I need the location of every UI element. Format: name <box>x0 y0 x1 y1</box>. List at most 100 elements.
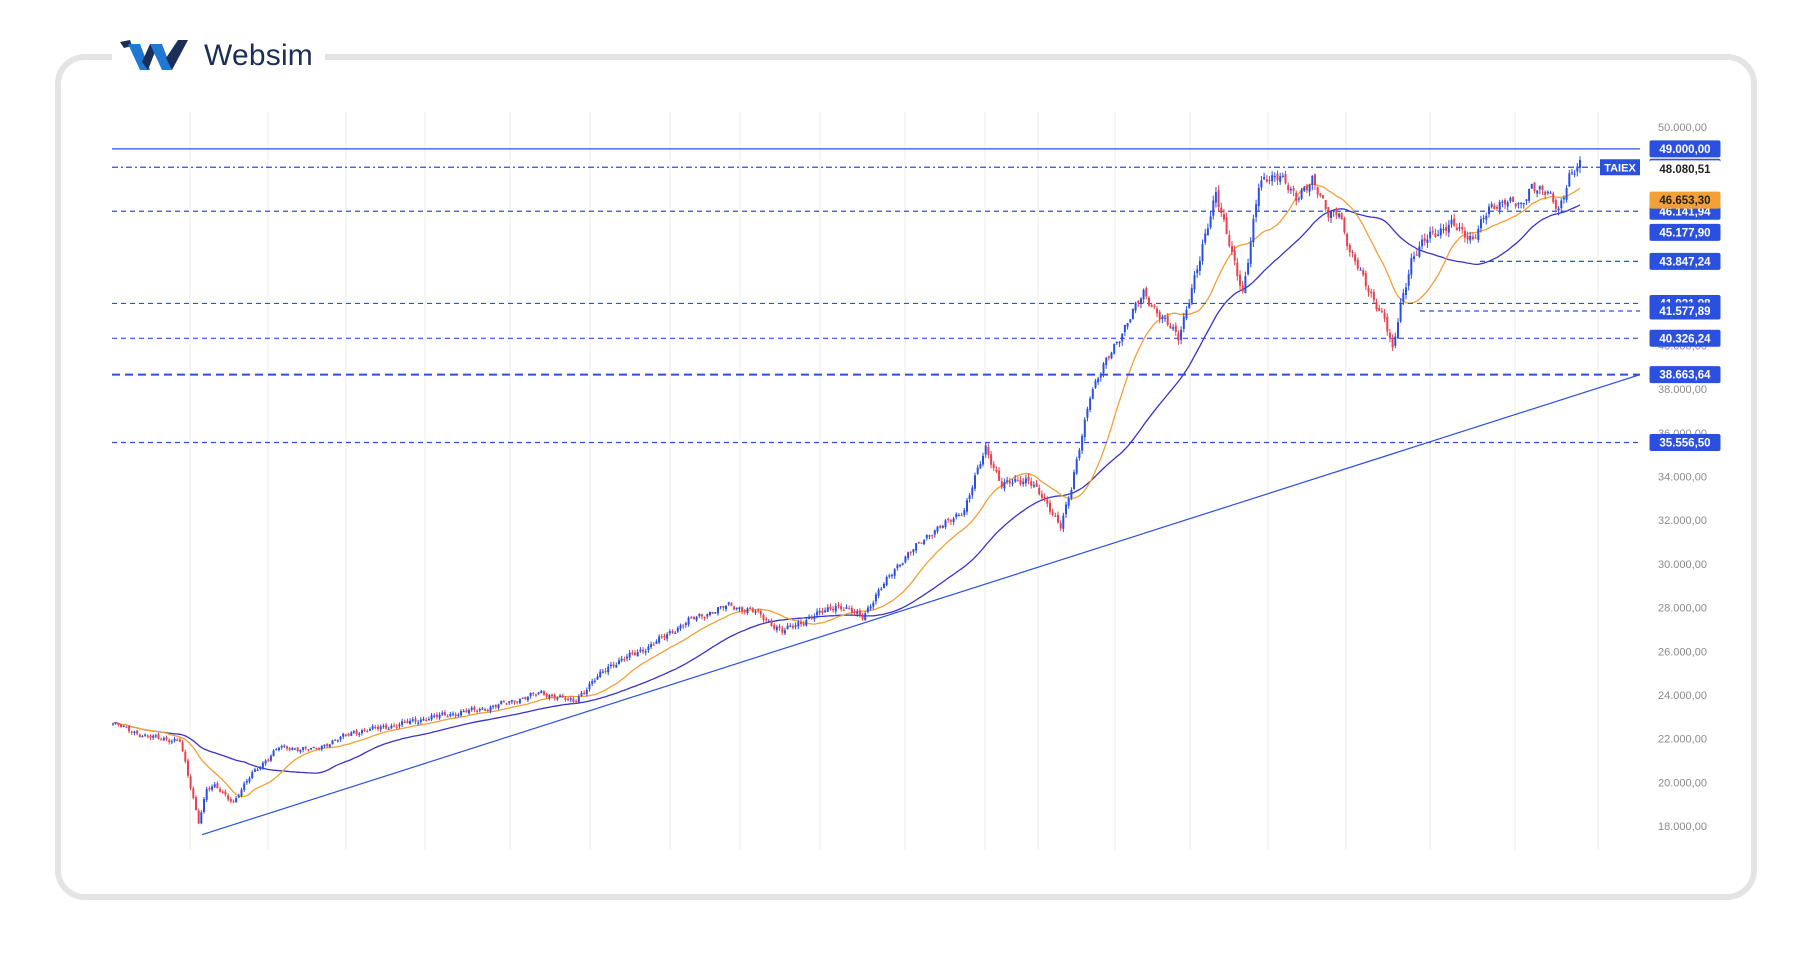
candle-body <box>963 510 966 515</box>
y-tick-label: 50.000,00 <box>1658 122 1707 134</box>
candle-body <box>1380 311 1383 313</box>
candle-body <box>639 649 642 652</box>
candle-body <box>269 755 272 761</box>
candle-body <box>181 741 184 751</box>
candle-body <box>904 556 907 563</box>
candle-body <box>936 526 939 532</box>
candle-body <box>320 745 323 749</box>
candle-body <box>454 714 457 716</box>
candle-body <box>690 617 693 619</box>
horizontal-levels <box>112 148 1640 444</box>
candle-body <box>609 664 612 667</box>
candle-body <box>853 611 856 613</box>
candle-body <box>1348 244 1351 252</box>
candle-body <box>1407 274 1410 286</box>
candle-body <box>1455 227 1458 230</box>
candle-body <box>631 652 634 654</box>
y-tick-label: 32.000,00 <box>1658 515 1707 527</box>
candle-body <box>1378 308 1381 311</box>
candle-body <box>585 689 588 695</box>
candle-body <box>117 723 120 725</box>
candle-body <box>328 744 331 747</box>
candle-body <box>1255 204 1258 218</box>
candle-body <box>1019 479 1022 485</box>
candle-body <box>438 714 441 718</box>
candle-body <box>636 652 639 657</box>
candle-body <box>1279 176 1282 182</box>
candle-body <box>947 518 950 521</box>
candle-body <box>1121 333 1124 342</box>
candle-body <box>465 710 468 713</box>
candle-body <box>294 748 296 750</box>
price-tags: 49.000,0048.157,2946.141,9443.847,2441.9… <box>1600 140 1721 452</box>
candle-body <box>1225 217 1228 234</box>
candle-body <box>738 607 741 609</box>
y-tick-label: 38.000,00 <box>1658 384 1707 396</box>
candle-body <box>1536 190 1539 194</box>
candle-body <box>700 614 703 617</box>
candle-body <box>1239 274 1241 286</box>
candle-body <box>160 739 163 741</box>
candle-body <box>968 495 971 499</box>
candle-body <box>888 575 891 577</box>
candle-body <box>213 784 216 788</box>
candle-body <box>1209 216 1212 228</box>
candle-body <box>489 706 492 712</box>
candle-body <box>883 583 885 589</box>
candle-body <box>1129 319 1132 322</box>
candle-body <box>955 514 958 518</box>
chart-frame <box>55 54 1757 900</box>
candle-body <box>1241 285 1244 292</box>
candle-body <box>500 701 503 704</box>
candle-body <box>342 733 345 737</box>
candle-body <box>663 635 666 638</box>
candle-body <box>221 791 224 793</box>
candle-body <box>1300 189 1303 199</box>
candle-body <box>984 445 987 455</box>
candle-body <box>315 747 318 749</box>
candle-body <box>1217 190 1220 207</box>
candle-body <box>1394 336 1397 346</box>
level-price-tag-bg <box>1649 366 1721 384</box>
candle-body <box>1314 174 1316 186</box>
candle-body <box>149 735 152 738</box>
candle-body <box>1576 166 1579 172</box>
candle-body <box>1434 233 1437 237</box>
candle-body <box>492 705 495 707</box>
candle-body <box>1102 363 1105 374</box>
candle-body <box>532 692 535 694</box>
candle-body <box>561 695 564 697</box>
candle-body <box>1322 195 1324 199</box>
grid <box>189 112 1599 850</box>
candle-body <box>138 734 141 737</box>
candle-body <box>1204 233 1207 243</box>
candle-body <box>1386 316 1389 332</box>
candle-body <box>626 656 628 659</box>
candle-body <box>486 709 489 711</box>
level-price-tag-bg <box>1649 434 1721 452</box>
candle-body <box>1051 511 1054 515</box>
candle-body <box>393 725 396 727</box>
candle-body <box>272 750 275 756</box>
candle-body <box>363 729 366 731</box>
candle-body <box>502 700 505 703</box>
candle-body <box>1474 237 1477 239</box>
candle-body <box>352 731 355 733</box>
candle-body <box>1022 481 1025 484</box>
level-price-tag-bg <box>1649 140 1721 158</box>
candle-body <box>1528 188 1531 201</box>
candle-body <box>1375 301 1378 310</box>
candle-body <box>1196 269 1199 274</box>
candle-body <box>425 720 428 722</box>
price-tag: 46.653,30 <box>1659 195 1710 207</box>
candle-body <box>1193 275 1196 290</box>
candle-body <box>778 626 781 629</box>
candle-body <box>840 606 843 610</box>
candle-body <box>698 614 701 616</box>
candle-body <box>1445 227 1448 231</box>
candle-body <box>235 798 238 803</box>
candle-body <box>1276 173 1279 181</box>
candle-body <box>1174 325 1177 332</box>
candle-body <box>1198 260 1201 271</box>
candle-body <box>1568 173 1571 187</box>
